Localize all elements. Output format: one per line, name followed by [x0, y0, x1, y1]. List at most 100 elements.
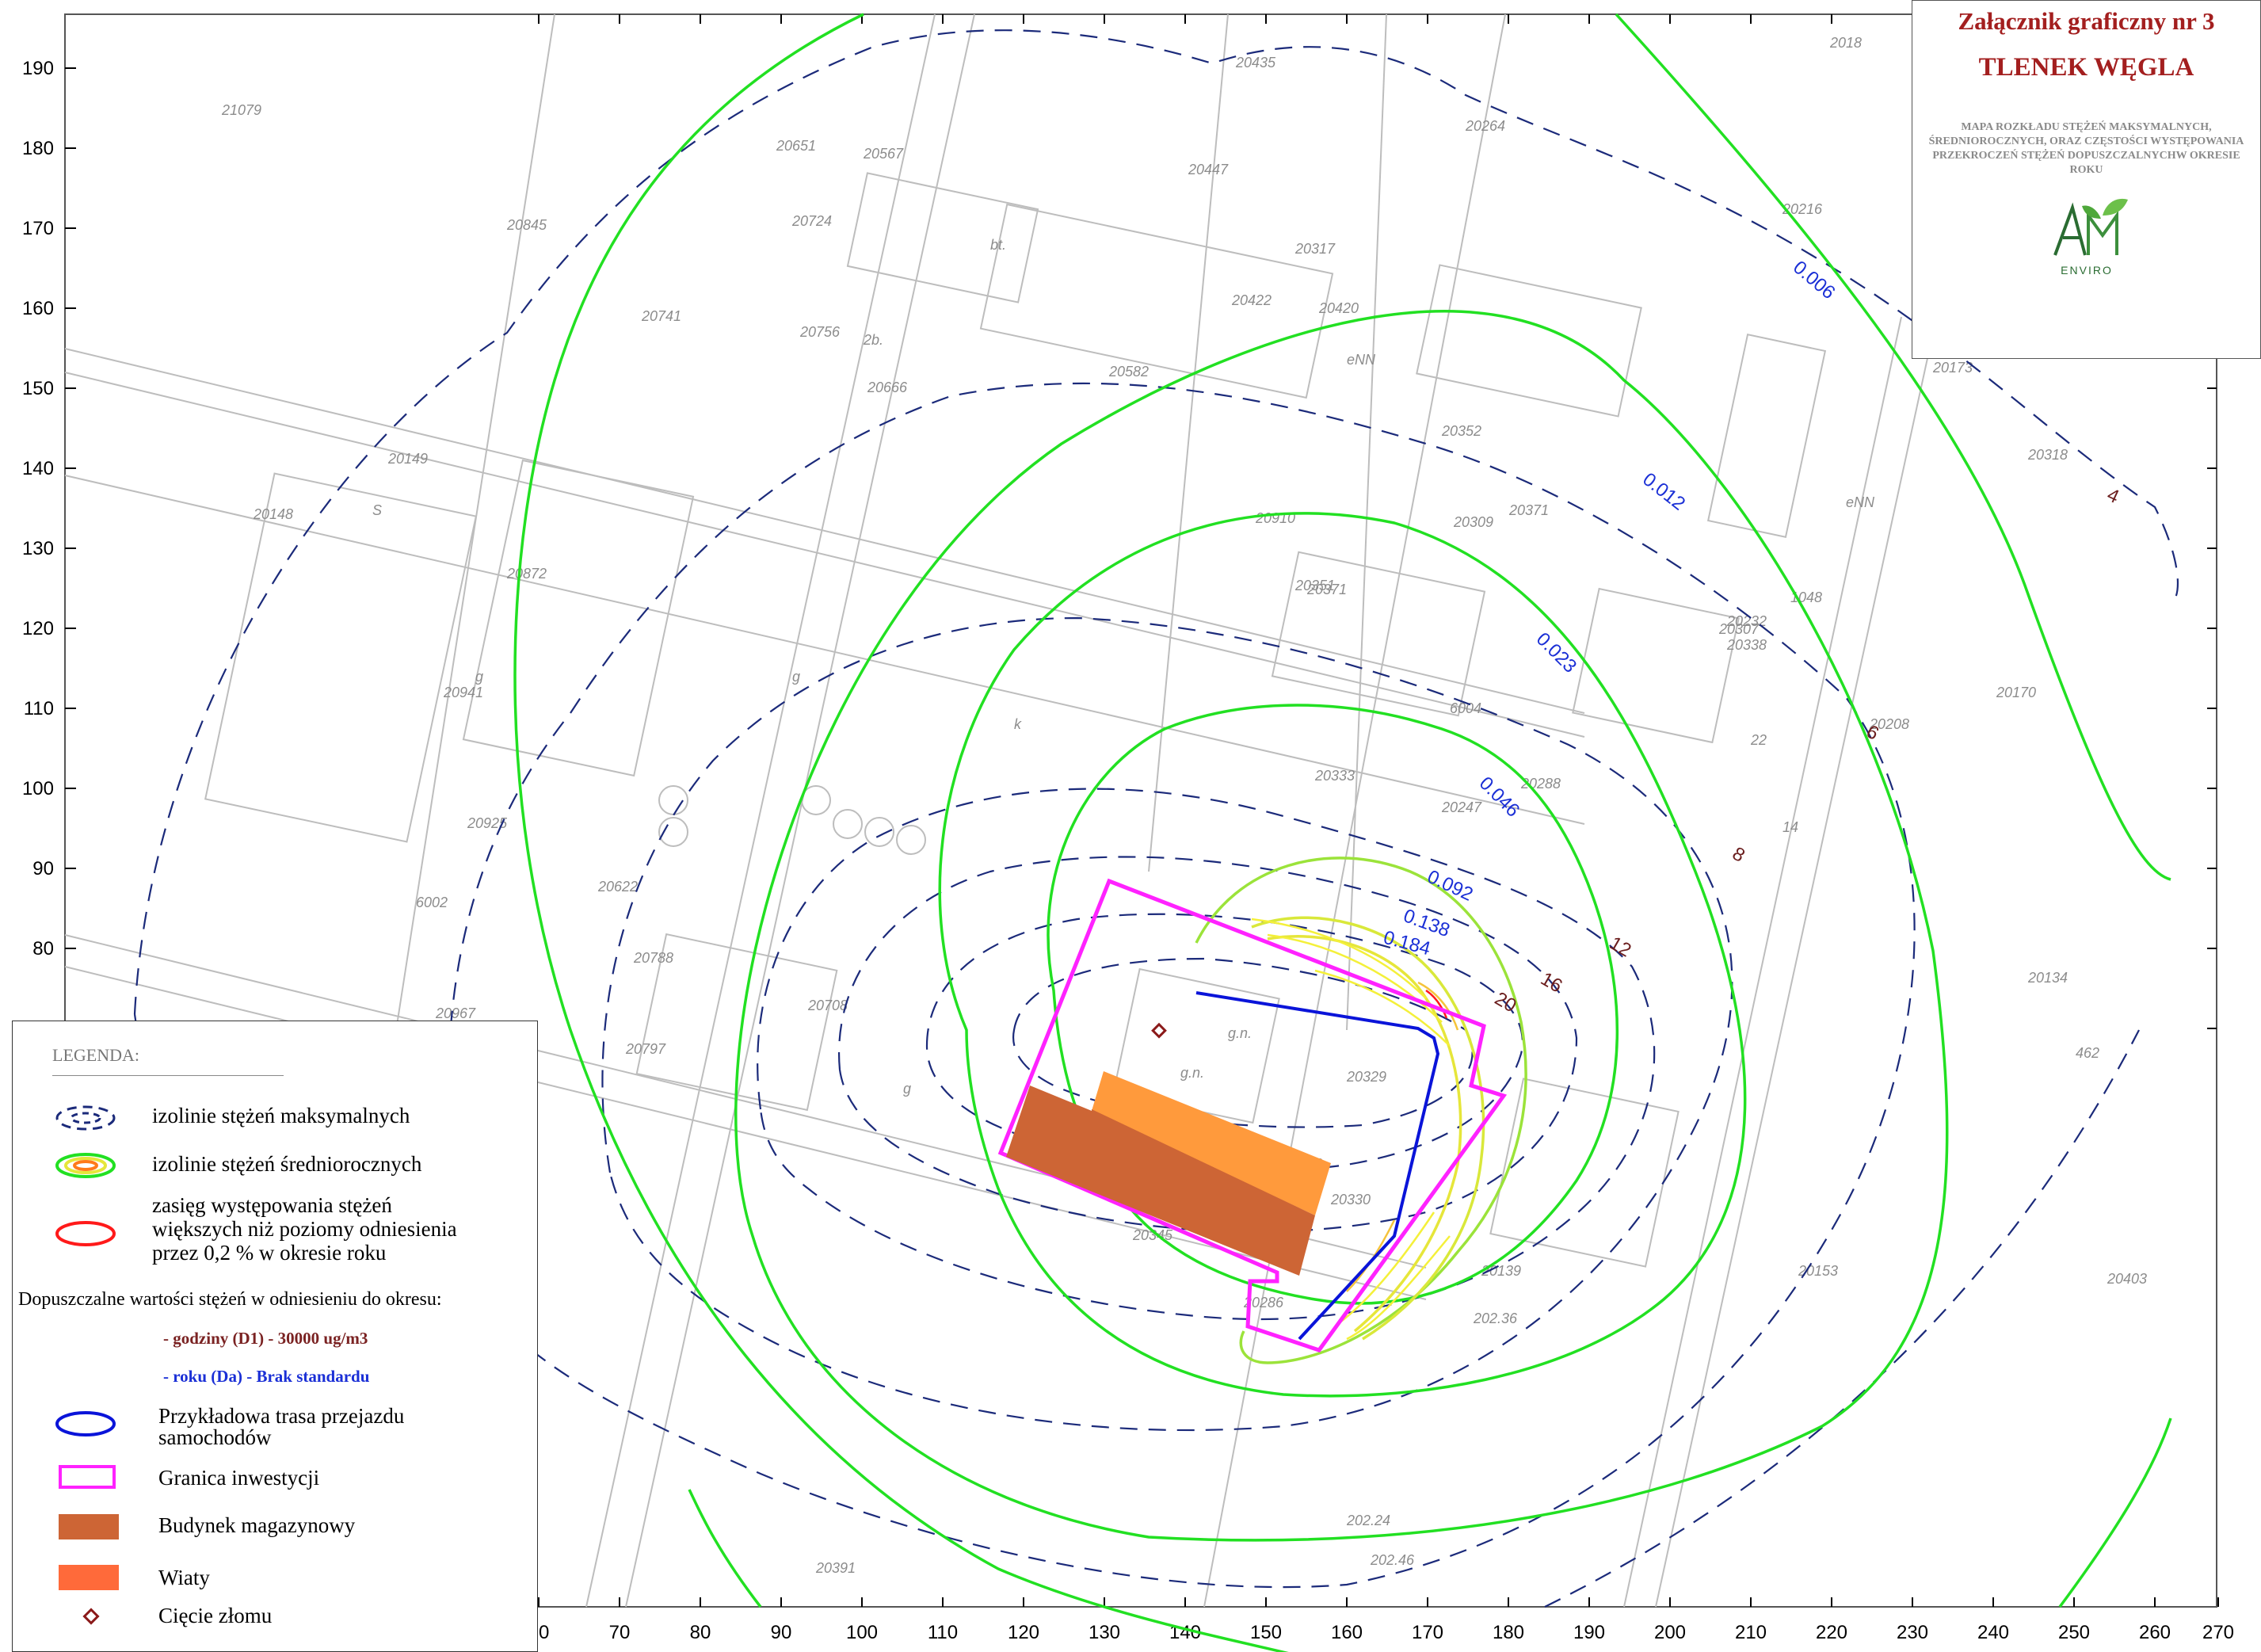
y-tick-label: 130: [22, 538, 54, 559]
parcel-label: 20216: [1782, 201, 1823, 217]
x-tick-label: 80: [690, 1622, 711, 1643]
max-isoline-12: [757, 788, 1656, 1321]
exceedance-zones: [1251, 918, 1459, 1341]
legend-route-2: samochodów: [158, 1425, 272, 1449]
parcel-label: g.n.: [1180, 1065, 1204, 1081]
parcel-label: g: [903, 1081, 911, 1097]
x-tick-label: 210: [1735, 1622, 1767, 1643]
parcel-label: bt.: [990, 237, 1006, 253]
parcel-label: 202.46: [1370, 1552, 1415, 1568]
x-tick-label: 170: [1412, 1622, 1443, 1643]
annual-isoline-0012: [734, 310, 1949, 1542]
x-tick-label: 90: [771, 1622, 792, 1643]
parcel-label: 462: [2076, 1045, 2099, 1061]
x-tick-label: 120: [1008, 1622, 1039, 1643]
parcel-label: 20708: [807, 998, 848, 1013]
parcel-label: 6004: [1450, 700, 1481, 716]
route-symbol: [55, 1411, 116, 1436]
x-tick-label: 180: [1493, 1622, 1524, 1643]
parcel-label: 14: [1782, 819, 1798, 835]
y-axis: 190180170160150140130120110100908070: [22, 58, 2217, 1040]
parcel-label: eNN: [1347, 352, 1376, 368]
parcel-label: eNN: [1846, 494, 1875, 510]
x-axis: 50 70 80 90 100 110 120 130 140 150 160 170 180 190 20…: [528, 14, 2234, 1643]
x-tick-label: 130: [1089, 1622, 1120, 1643]
max-isoline-6: [447, 382, 1916, 1589]
parcel-label: 20170: [1996, 685, 2036, 700]
legend-route-1: Przykładowa trasa przejazdu: [158, 1404, 405, 1428]
parcel-label: 20307: [1718, 621, 1760, 637]
legend-limit-hour: - godziny (D1) - 30000 ug/m3: [163, 1329, 368, 1348]
x-tick-label: 220: [1816, 1622, 1847, 1643]
max-isoline-8: [601, 616, 1733, 1432]
annual-isoline-0023: [938, 512, 1747, 1398]
parcel-label: k: [1014, 716, 1022, 732]
parcel-label: 2b.: [863, 332, 883, 348]
parcel-label: 20567: [863, 146, 904, 162]
parcel-label: 20941: [443, 685, 483, 700]
parcel-label: 20247: [1441, 799, 1482, 815]
scrap-cutting-marker: [1151, 1022, 1167, 1039]
parcel-label: 20422: [1231, 292, 1272, 308]
x-tick-label: 250: [2058, 1622, 2090, 1643]
parcel-label: 20845: [506, 217, 547, 233]
parcel-label: 20149: [387, 451, 428, 467]
parcel-label: 20309: [1453, 514, 1493, 530]
parcel-label: 20925: [467, 815, 508, 831]
parcel-label: 20447: [1188, 162, 1229, 177]
parcel-label: 20666: [867, 380, 908, 395]
logo-text: ENVIRO: [2061, 264, 2113, 277]
x-tick-label: 160: [1331, 1622, 1363, 1643]
y-tick-label: 110: [24, 698, 54, 719]
parcel-label: 6002: [416, 895, 448, 910]
y-tick-label: 150: [22, 378, 54, 399]
title-box: Załącznik graficzny nr 3 TLENEK WĘGLA MA…: [1912, 0, 2261, 359]
parcel-label: 20788: [633, 950, 673, 966]
legend-panel: LEGENDA: izolinie stężeń maksymalnych iz…: [12, 1021, 538, 1652]
map-description: MAPA ROZKŁADU STĘŻEŃ MAKSYMALNYCH, ŚREDN…: [1928, 121, 2244, 176]
annual-isoline-symbol: [55, 1153, 116, 1178]
legend-annual-isolines: izolinie stężeń średniorocznych: [152, 1152, 422, 1176]
parcel-label: 20148: [253, 506, 293, 522]
parcel-label: 20264: [1465, 118, 1505, 134]
legend-exceedance-2: większych niż poziomy odniesienia: [152, 1217, 457, 1241]
parcel-label: g: [792, 669, 800, 685]
legend-divider: [52, 1075, 284, 1076]
boundary-symbol: [59, 1465, 116, 1489]
x-tick-label: 150: [1250, 1622, 1282, 1643]
parcel-label: 20371: [1306, 582, 1347, 597]
parcel-label: 20317: [1294, 241, 1336, 257]
parcel-label: 20173: [1932, 360, 1973, 376]
parcel-label: 20352: [1441, 423, 1481, 439]
y-tick-label: 80: [32, 938, 54, 960]
x-tick-label: 240: [1977, 1622, 2009, 1643]
annual-isoline-0092: [1195, 857, 1527, 1364]
max-isoline-inner: [1012, 957, 1474, 1128]
legend-limits-header: Dopuszczalne wartości stężeń w odniesien…: [18, 1289, 442, 1310]
parcel-label: 20208: [1869, 716, 1909, 732]
parcel-label: 2018: [1829, 35, 1862, 51]
parcel-label: 20329: [1346, 1069, 1386, 1085]
y-tick-label: 120: [22, 618, 54, 639]
parcel-label: g.n.: [1228, 1025, 1252, 1041]
scrap-cutting-symbol: [82, 1608, 100, 1625]
basemap-lines: [64, 13, 1934, 1608]
y-tick-label: 190: [22, 58, 54, 79]
sheds-symbol: [59, 1565, 119, 1590]
parcel-label: 20338: [1726, 637, 1767, 653]
parcel-label: 20756: [799, 324, 841, 340]
parcel-label: 20403: [2107, 1271, 2147, 1287]
legend-warehouse: Budynek magazynowy: [158, 1513, 356, 1537]
parcel-label: 20330: [1330, 1192, 1371, 1208]
y-tick-label: 100: [22, 778, 54, 799]
parcel-label: 20391: [815, 1560, 856, 1576]
parcel-label: 20232: [1726, 613, 1767, 629]
pollutant-title: TLENEK WĘGLA: [1978, 53, 2194, 82]
parcel-label: 20351: [1294, 578, 1335, 593]
parcel-label: 21079: [221, 102, 261, 118]
parcel-label: 20286: [1243, 1295, 1284, 1311]
x-tick-label: 190: [1573, 1622, 1605, 1643]
parcel-label: 20333: [1314, 768, 1355, 784]
annex-title: Załącznik graficzny nr 3: [1958, 7, 2215, 35]
x-tick-label: 230: [1897, 1622, 1928, 1643]
